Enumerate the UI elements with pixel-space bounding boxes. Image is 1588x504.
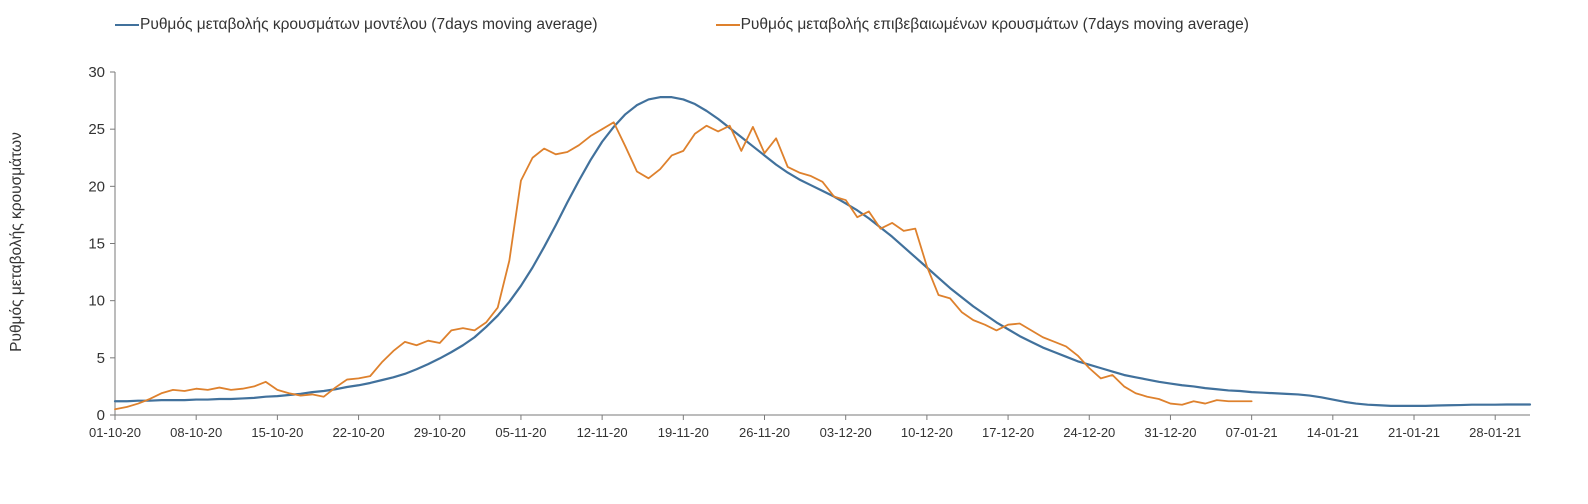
x-tick-label: 24-12-20: [1063, 425, 1115, 440]
y-tick-label: 0: [97, 407, 105, 424]
x-tick-label: 03-12-20: [820, 425, 872, 440]
y-tick-label: 30: [88, 64, 105, 81]
confirmed-series-swatch: [715, 24, 740, 26]
x-tick-label: 07-01-21: [1226, 425, 1278, 440]
series-line-model: [113, 96, 1532, 407]
model-series-swatch: [115, 24, 139, 26]
legend: Ρυθμός μεταβολής κρουσμάτων μοντέλου (7d…: [115, 16, 1249, 34]
series-line-confirmed: [114, 121, 1253, 411]
x-tick-label: 01-10-20: [89, 425, 141, 440]
x-tick-label: 10-12-20: [901, 425, 953, 440]
x-tick-label: 26-11-20: [739, 425, 790, 440]
y-tick-label: 10: [88, 293, 105, 310]
y-axis-title: Ρυθμός μεταβολής κρουσμάτων: [8, 132, 25, 352]
x-tick-label: 19-11-20: [658, 425, 709, 440]
x-tick-label: 08-10-20: [170, 425, 222, 440]
x-tick-label: 05-11-20: [495, 425, 546, 440]
x-tick-label: 22-10-20: [333, 425, 385, 440]
y-tick-label: 20: [88, 178, 105, 195]
x-tick-label: 28-01-21: [1469, 425, 1521, 440]
x-tick-label: 31-12-20: [1144, 425, 1196, 440]
x-tick-label: 17-12-20: [982, 425, 1034, 440]
legend-item-confirmed-label: Ρυθμός μεταβολής επιβεβαιωμένων κρουσμάτ…: [740, 16, 1249, 33]
y-tick-label: 15: [88, 236, 105, 253]
y-tick-label: 5: [97, 350, 105, 367]
x-tick-label: 29-10-20: [414, 425, 466, 440]
x-tick-label: 21-01-21: [1388, 425, 1440, 440]
legend-item-model-label: Ρυθμός μεταβολής κρουσμάτων μοντέλου (7d…: [140, 16, 598, 33]
legend-item-model[interactable]: Ρυθμός μεταβολής κρουσμάτων μοντέλου (7d…: [115, 16, 598, 34]
x-tick-label: 15-10-20: [251, 425, 303, 440]
x-tick-label: 12-11-20: [577, 425, 628, 440]
legend-item-confirmed[interactable]: Ρυθμός μεταβολής επιβεβαιωμένων κρουσμάτ…: [715, 16, 1249, 34]
x-tick-label: 14-01-21: [1307, 425, 1359, 440]
y-tick-label: 25: [88, 121, 105, 138]
